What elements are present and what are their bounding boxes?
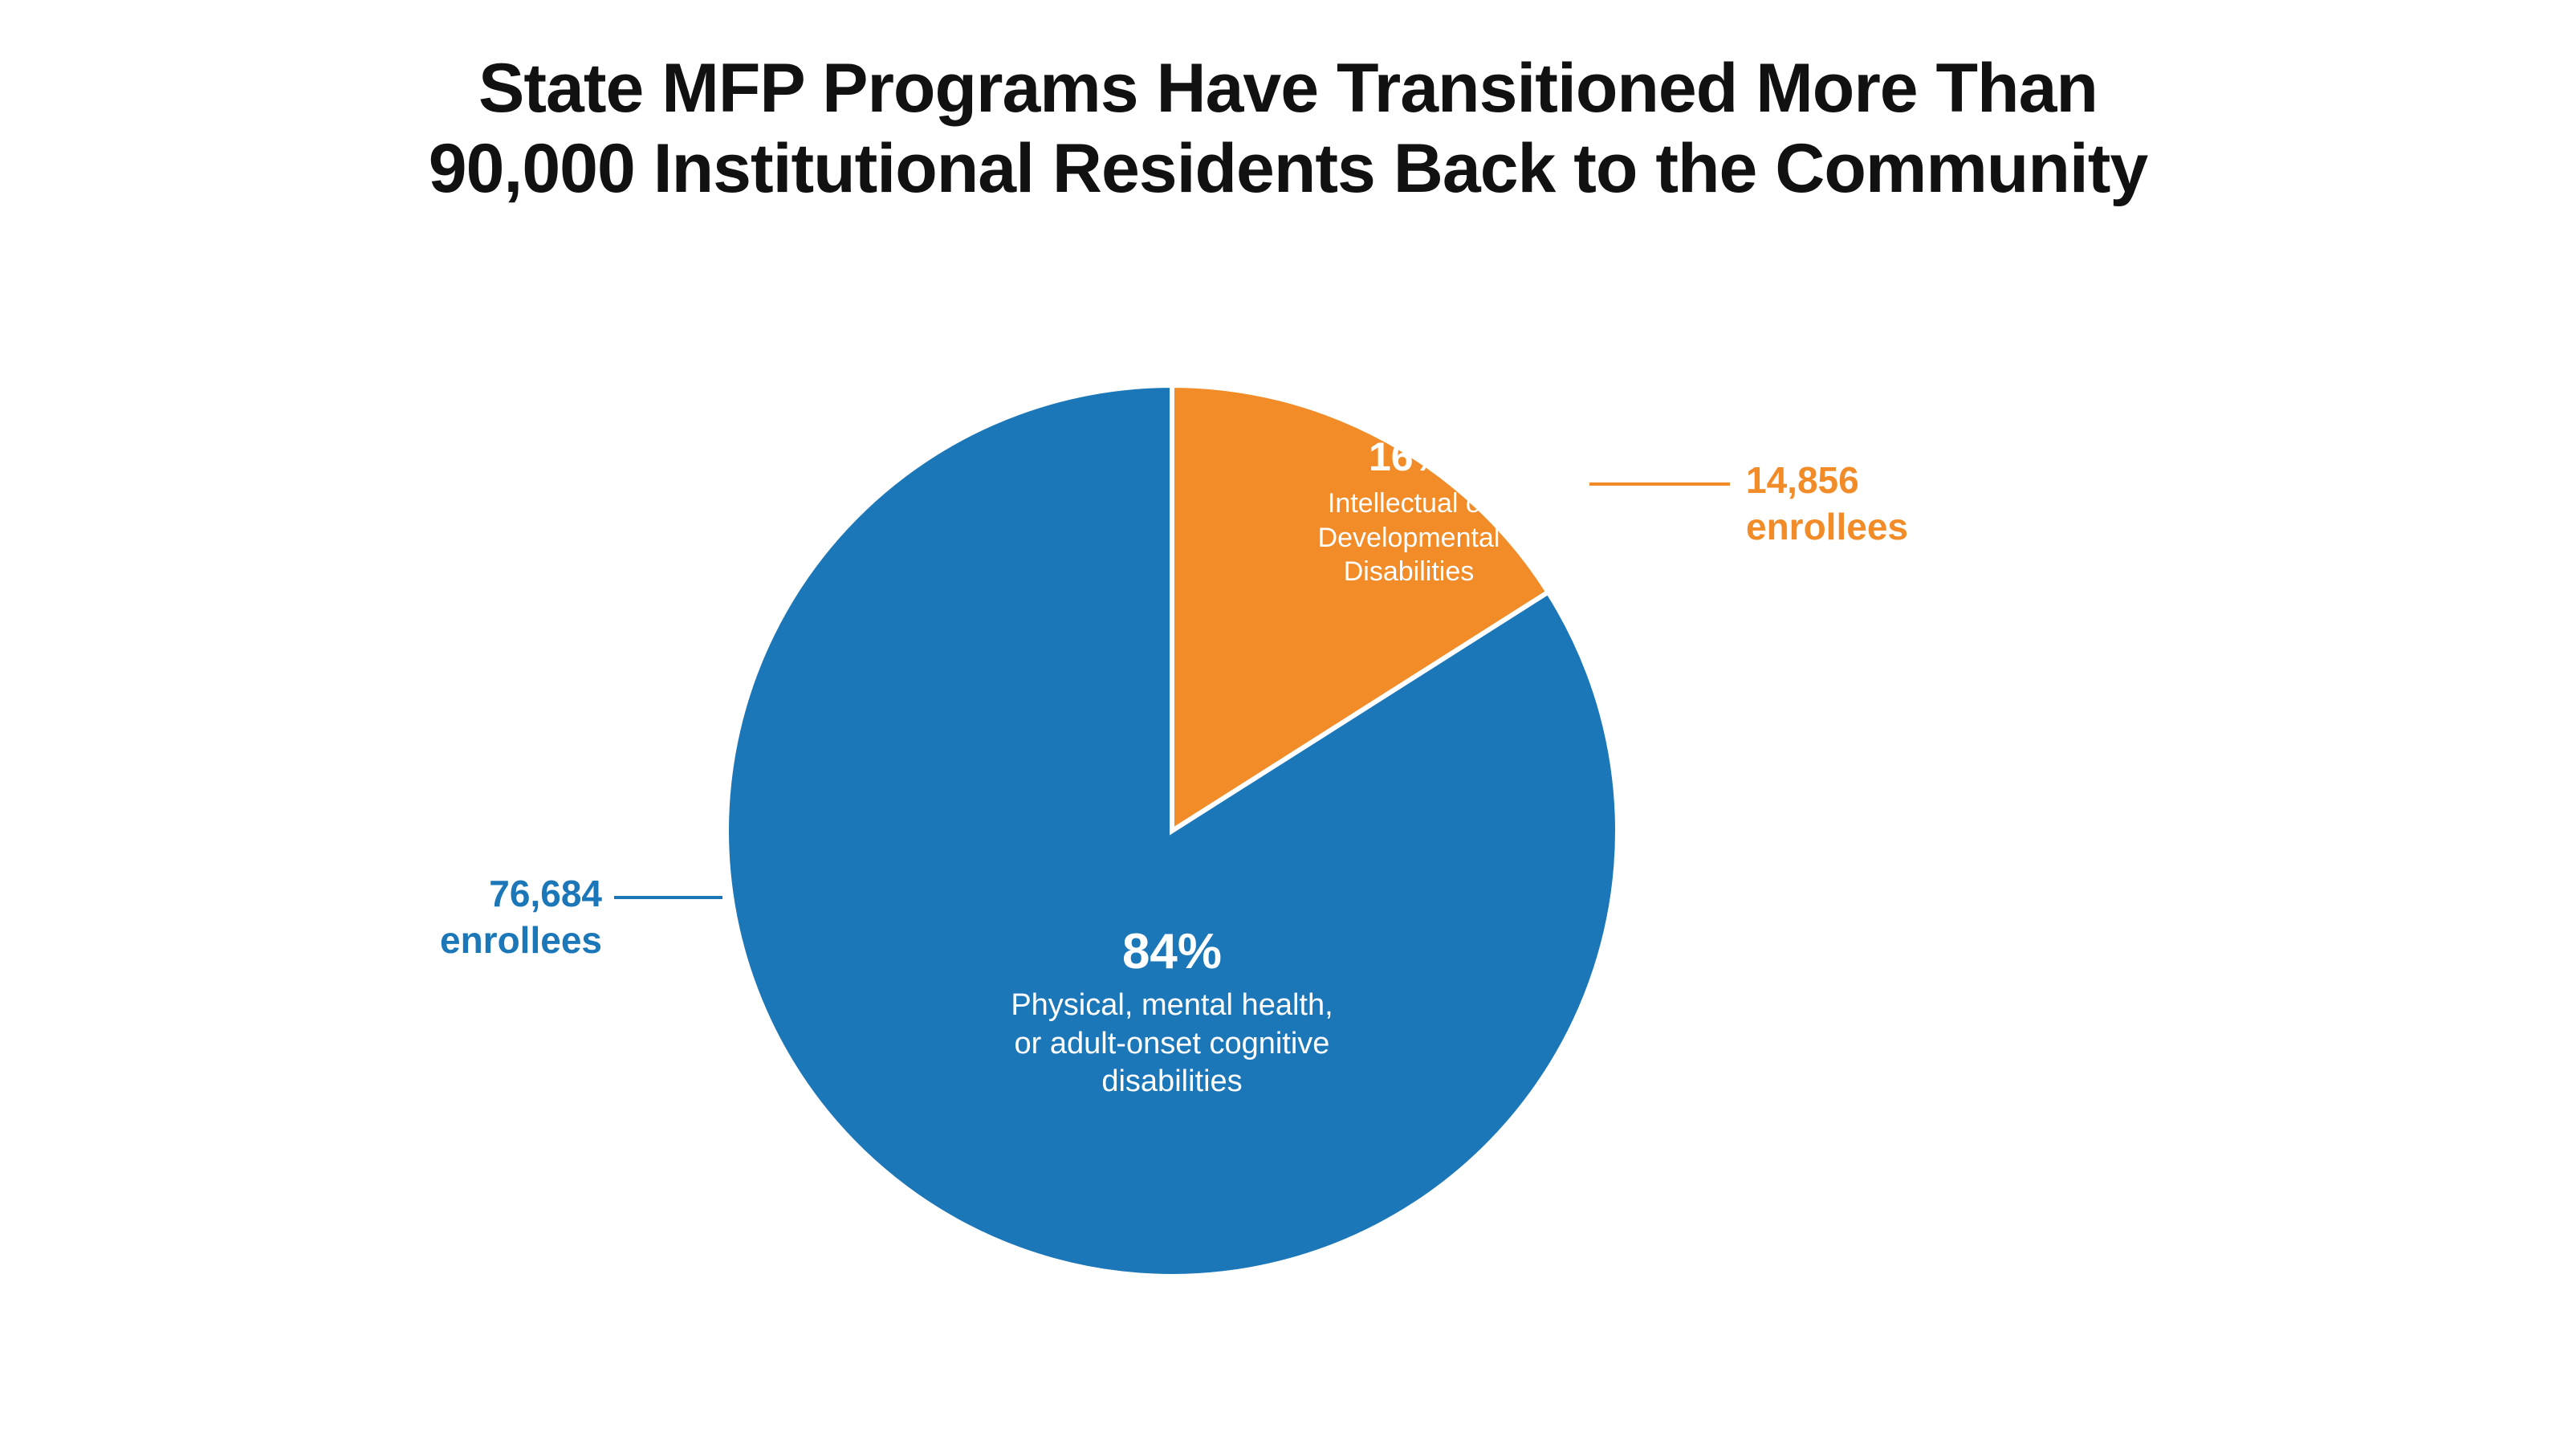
callout-physical: 76,684enrollees: [401, 871, 602, 963]
slice-percent-idd: 16%: [1280, 434, 1537, 480]
slice-label-physical: 84% Physical, mental health,or adult-onse…: [971, 923, 1373, 1101]
slice-label-idd: 16% Intellectual orDevelopmentalDisabilit…: [1280, 434, 1537, 589]
slice-desc-idd: Intellectual orDevelopmentalDisabilities: [1280, 486, 1537, 589]
slice-desc-physical: Physical, mental health,or adult-onset c…: [971, 987, 1373, 1101]
pie-chart: [0, 0, 2576, 1445]
callout-unit-idd: enrollees: [1746, 504, 1908, 551]
callout-unit-physical: enrollees: [401, 918, 602, 964]
leader-line-idd: [1589, 482, 1730, 486]
slice-percent-physical: 84%: [971, 923, 1373, 980]
callout-count-idd: 14,856: [1746, 458, 1908, 504]
callout-count-physical: 76,684: [401, 871, 602, 918]
leader-line-physical: [614, 896, 722, 899]
callout-idd: 14,856enrollees: [1746, 458, 1908, 550]
